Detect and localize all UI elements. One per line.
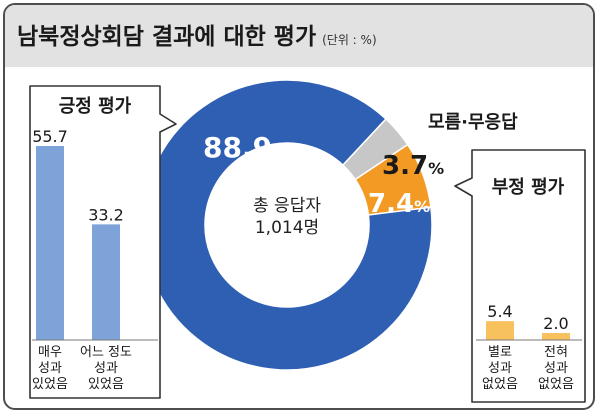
positive-bar-0 bbox=[36, 146, 64, 340]
negative-bar-1 bbox=[542, 333, 570, 340]
negative-bar-category-0-0: 별로 bbox=[488, 345, 512, 360]
positive-bar-category-1-2: 있었음 bbox=[88, 377, 124, 392]
positive-bar-category-0-0: 매우 bbox=[38, 345, 62, 360]
negative-eval-title: 부정 평가 bbox=[492, 177, 565, 198]
negative-bar-category-1-0: 전혀 bbox=[544, 345, 568, 360]
unit-label: (단위 : %) bbox=[322, 33, 377, 47]
positive-bar-1 bbox=[92, 224, 120, 340]
slice-label-unknown: 3.7% bbox=[382, 151, 444, 181]
negative-bar-category-0-2: 없었음 bbox=[482, 377, 518, 392]
unknown-callout-label: 모름·무응답 bbox=[428, 112, 518, 133]
positive-bar-value-0: 55.7 bbox=[32, 127, 68, 146]
donut-center-label: 총 응답자 1,014명 bbox=[217, 195, 357, 239]
positive-bar-value-1: 33.2 bbox=[88, 205, 124, 224]
negative-bar-category-1-2: 없었음 bbox=[538, 377, 574, 392]
negative-bar-category-0-1: 성과 bbox=[488, 361, 512, 376]
positive-bar-category-0-1: 성과 bbox=[38, 361, 62, 376]
center-label-line2: 1,014명 bbox=[254, 218, 320, 238]
negative-bar-value-0: 5.4 bbox=[487, 302, 512, 321]
positive-eval-title: 긍정 평가 bbox=[59, 96, 132, 117]
negative-bar-0 bbox=[486, 321, 514, 340]
negative-bar-category-1-1: 성과 bbox=[544, 361, 568, 376]
header-bar: 남북정상회담 결과에 대한 평가 (단위 : %) bbox=[5, 5, 593, 67]
pie-slice-0 bbox=[141, 79, 433, 371]
positive-bar-category-1-0: 어느 정도 bbox=[80, 345, 132, 360]
positive-bar-category-1-1: 성과 bbox=[94, 361, 118, 376]
chart-title: 남북정상회담 결과에 대한 평가 (단위 : %) bbox=[17, 17, 377, 51]
center-label-line1: 총 응답자 bbox=[253, 196, 321, 216]
positive-bar-category-0-2: 있었음 bbox=[32, 377, 68, 392]
negative-bar-value-1: 2.0 bbox=[543, 314, 568, 333]
title-text: 남북정상회담 결과에 대한 평가 bbox=[17, 24, 317, 50]
